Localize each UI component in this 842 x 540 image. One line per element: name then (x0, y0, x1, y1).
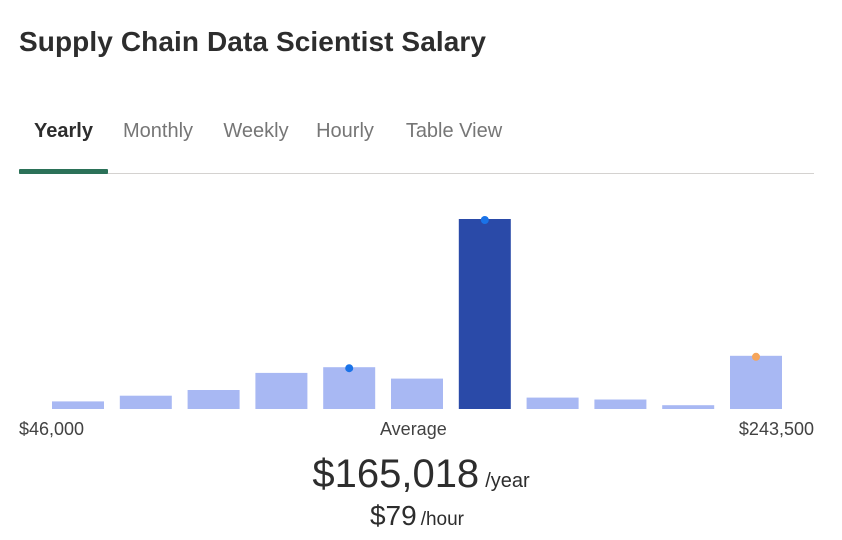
hourly-pay-amount: $79 (369, 500, 417, 531)
histogram-marker-dot (752, 352, 760, 361)
tab-monthly[interactable]: Monthly (122, 120, 194, 142)
axis-average-label: Average (380, 419, 447, 439)
salary-distribution-chart (0, 174, 842, 414)
histogram-bar-average (458, 219, 511, 409)
axis-min-label: $46,000 (19, 419, 85, 439)
histogram-bar (594, 399, 647, 409)
histogram-bar (323, 367, 376, 409)
pay-period-tabs: Yearly Monthly Weekly Hourly Table View (19, 100, 814, 174)
yearly-pay-amount: $165,018 (312, 452, 480, 496)
yearly-pay-unit: /year (485, 470, 530, 492)
histogram-bar (255, 372, 308, 409)
tab-yearly[interactable]: Yearly (19, 100, 108, 174)
histogram-bar (391, 378, 443, 409)
tab-hourly[interactable]: Hourly (316, 120, 374, 142)
salary-histogram (52, 216, 782, 409)
tab-weekly[interactable]: Weekly (223, 120, 289, 142)
histogram-bar (119, 395, 172, 409)
histogram-marker-dot (345, 364, 354, 373)
axis-max-label: $243,500 (738, 419, 814, 439)
yearly-pay: $165,018/year (0, 452, 842, 497)
histogram-bar (526, 397, 579, 409)
histogram-bar (52, 401, 104, 409)
histogram-marker-dot (480, 216, 489, 224)
histogram-bar (662, 405, 715, 409)
hourly-pay: $79/hour (0, 500, 834, 532)
histogram-bar (730, 355, 782, 409)
hourly-pay-unit: /hour (420, 509, 465, 530)
tab-table-view[interactable]: Table View (405, 120, 503, 142)
page-title: Supply Chain Data Scientist Salary (19, 26, 487, 57)
histogram-bar (187, 390, 240, 409)
